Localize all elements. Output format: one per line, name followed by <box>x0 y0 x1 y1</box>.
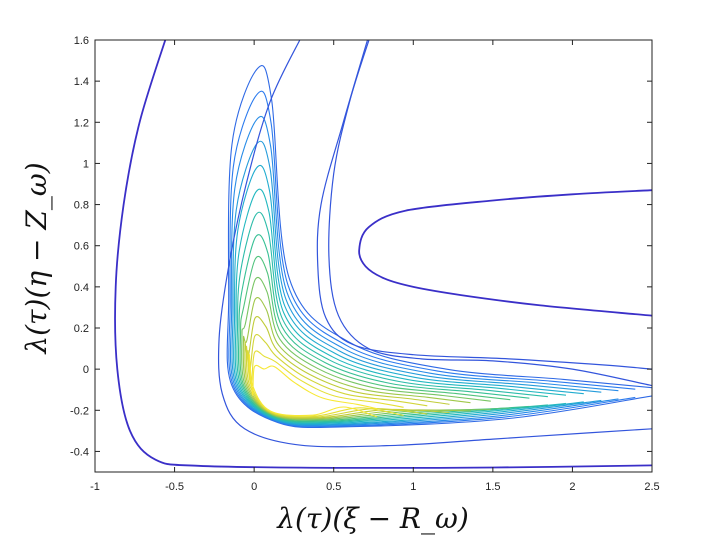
contour-line-inner-1 <box>226 65 652 429</box>
y-tick-label: 0.6 <box>74 241 89 253</box>
x-tick-label: -0.5 <box>165 481 184 493</box>
y-tick-label: 0 <box>83 364 89 376</box>
contour-line-inner-9 <box>239 255 511 422</box>
x-tick-label: -1 <box>90 481 100 493</box>
x-tick-label: 2 <box>569 481 575 493</box>
y-tick-label: 1 <box>83 158 89 170</box>
contour-line-outer-1 <box>217 40 652 448</box>
y-tick-label: 1.6 <box>74 35 89 47</box>
contour-line-inner-7 <box>236 211 548 423</box>
contour-line-inner-10 <box>241 276 491 421</box>
x-tick-label: 0 <box>251 481 257 493</box>
x-tick-label: 1 <box>410 481 416 493</box>
contour-line-upper-right-lobe <box>358 189 652 317</box>
y-tick-label: -0.4 <box>70 446 89 458</box>
axes-box <box>94 39 653 473</box>
contour-line-inner-13 <box>245 334 428 418</box>
contour-line-inner-2 <box>228 90 636 428</box>
y-axis: -0.4 -0.2 0 0.2 0.4 0.6 0.8 1 1.2 1.4 1.6 <box>70 35 652 458</box>
y-tick-label: 0.2 <box>74 323 89 335</box>
contour-line-inner-15 <box>248 354 378 418</box>
contour-line-outer-2 <box>316 40 652 370</box>
plot-background <box>95 40 652 472</box>
x-axis-label: λ(τ)(ξ − R_ω) <box>276 502 469 535</box>
y-tick-label: 1.4 <box>74 76 89 88</box>
x-tick-label: 1.5 <box>485 481 500 493</box>
contour-line-outer-3 <box>328 40 652 387</box>
contour-line-inner-12 <box>244 316 450 419</box>
x-axis: -1 -0.5 0 0.5 1 1.5 2 2.5 <box>90 40 660 493</box>
contour-line-inner-5 <box>233 164 584 425</box>
contour-line-inner-4 <box>231 140 602 426</box>
y-tick-label: 0.8 <box>74 200 89 212</box>
contour-line-inner-6 <box>234 188 567 424</box>
y-axis-label: λ(τ)(η − Z_ω) <box>20 162 53 354</box>
contour-line-inner-11 <box>242 296 471 420</box>
contour-line-inner-8 <box>237 234 530 423</box>
y-tick-label: -0.2 <box>70 405 89 417</box>
contour-line-left-wall <box>114 40 652 469</box>
x-tick-label: 0.5 <box>326 481 341 493</box>
contour-line-inner-3 <box>229 115 619 427</box>
contour-lines <box>114 40 652 469</box>
y-tick-label: 0.4 <box>74 282 89 294</box>
x-tick-label: 2.5 <box>644 481 659 493</box>
contour-line-inner-14 <box>247 350 404 417</box>
y-tick-label: 1.2 <box>74 117 89 129</box>
